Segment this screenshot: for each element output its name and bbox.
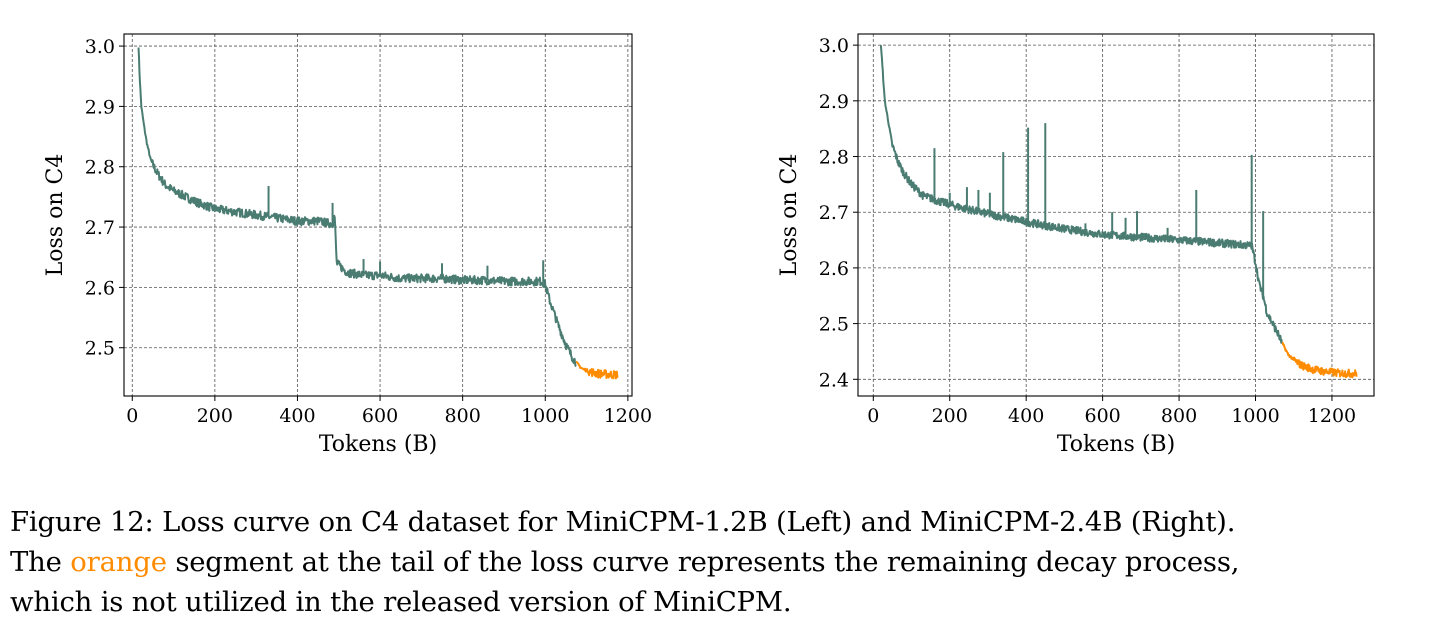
right-frame <box>857 33 1375 397</box>
figure-caption: Figure 12: Loss curve on C4 dataset for … <box>10 502 1435 622</box>
left-frame <box>123 33 633 397</box>
left-ylabel: Loss on C4 <box>43 154 68 277</box>
caption-line-2-post: segment at the tail of the loss curve re… <box>166 546 1240 578</box>
left-ytick-label-1: 2.6 <box>85 277 115 299</box>
right-ytick-label-4: 2.8 <box>819 147 849 169</box>
left-series-1 <box>575 360 619 380</box>
left-series-0 <box>137 47 577 368</box>
left-xtick-label-6: 1200 <box>604 405 652 427</box>
right-xtick-label-1: 200 <box>932 405 968 427</box>
right-xtick-label-3: 600 <box>1084 405 1120 427</box>
right-ytick-label-1: 2.5 <box>819 314 849 336</box>
right-ytick-label-2: 2.6 <box>819 258 849 280</box>
left-xtick-label-1: 200 <box>197 405 233 427</box>
right-ytick-label-5: 2.9 <box>819 91 849 113</box>
left-ytick-label-3: 2.8 <box>85 157 115 179</box>
right-series-1 <box>1281 341 1358 379</box>
right-xtick-label-0: 0 <box>867 405 879 427</box>
chart-right-svg: 0 200 400 600 800 1000 1200 2.4 2.5 2.6 2.7 2.8 2.9 3… <box>777 33 1375 457</box>
caption-highlight-orange: orange <box>70 546 167 578</box>
left-xtick-label-5: 1000 <box>521 405 569 427</box>
right-xtick-label-4: 800 <box>1161 405 1197 427</box>
right-xtick-label-5: 1000 <box>1231 405 1279 427</box>
right-series-0 <box>879 45 1283 344</box>
right-ylabel: Loss on C4 <box>777 154 802 277</box>
right-ytick-label-3: 2.7 <box>819 202 849 224</box>
caption-line-2-pre: The <box>10 546 71 578</box>
caption-line-1: Figure 12: Loss curve on C4 dataset for … <box>10 506 1236 538</box>
chart-left: 0 200 400 600 800 1000 1200 2.5 2.6 2.7 2.8 2.9 3.0 T… <box>0 0 720 470</box>
right-xtick-label-2: 400 <box>1008 405 1044 427</box>
left-xlabel: Tokens (B) <box>319 432 437 457</box>
right-xtick-label-6: 1200 <box>1308 405 1356 427</box>
right-ytick-label-6: 3.0 <box>819 35 849 57</box>
caption-line-2: The orange segment at the tail of the lo… <box>10 542 1435 582</box>
left-xtick-label-2: 400 <box>279 405 315 427</box>
left-ytick-label-2: 2.7 <box>85 217 115 239</box>
caption-line-3: which is not utilized in the released ve… <box>10 586 792 618</box>
left-xtick-label-0: 0 <box>126 405 138 427</box>
right-ytick-label-0: 2.4 <box>819 369 849 391</box>
left-ytick-label-0: 2.5 <box>85 338 115 360</box>
left-xtick-label-4: 800 <box>445 405 481 427</box>
left-ytick-label-5: 3.0 <box>85 36 115 58</box>
chart-right: 0 200 400 600 800 1000 1200 2.4 2.5 2.6 2.7 2.8 2.9 3… <box>720 0 1440 470</box>
right-xlabel: Tokens (B) <box>1057 432 1175 457</box>
chart-left-svg: 0 200 400 600 800 1000 1200 2.5 2.6 2.7 2.8 2.9 3.0 T… <box>43 33 652 457</box>
left-ytick-label-4: 2.9 <box>85 96 115 118</box>
left-xtick-label-3: 600 <box>362 405 398 427</box>
